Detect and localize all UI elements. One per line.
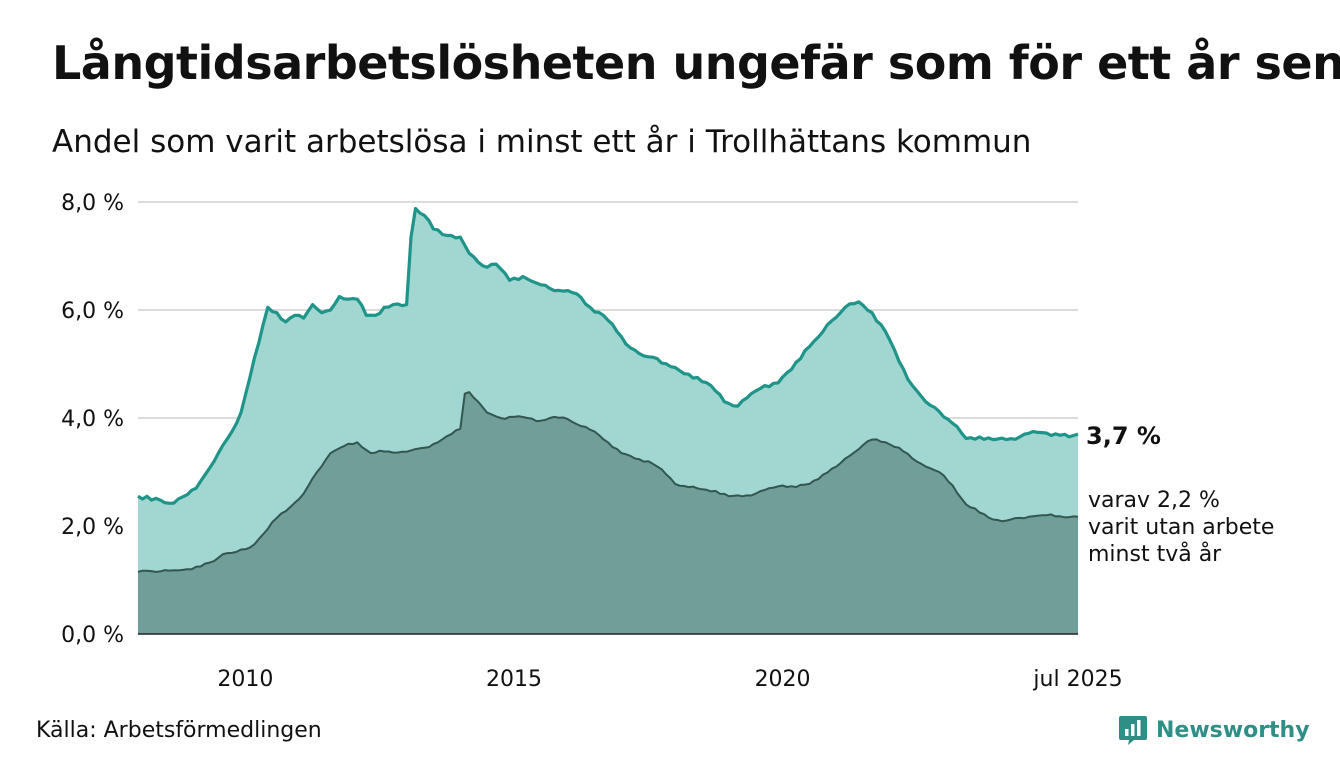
y-tick-label: 0,0 %	[61, 623, 124, 648]
end-label-total: 3,7 %	[1086, 422, 1161, 450]
newsworthy-icon	[1119, 716, 1147, 745]
x-tick-label: 2010	[217, 667, 273, 692]
brand-logo: Newsworthy	[1118, 714, 1310, 746]
brand-name: Newsworthy	[1156, 717, 1310, 743]
series-two-years-area	[138, 392, 1078, 634]
y-tick-label: 8,0 %	[61, 191, 124, 216]
series-total-line	[137, 206, 1079, 505]
chart-title: Långtidsarbetslösheten ungefär som för e…	[52, 36, 1340, 90]
chart-subtitle: Andel som varit arbetslösa i minst ett å…	[52, 124, 1032, 160]
y-tick-label: 2,0 %	[61, 515, 124, 540]
x-tick-label: jul 2025	[1032, 667, 1122, 692]
area-chart: 0,0 % 2,0 % 4,0 % 6,0 % 8,0 % 2010 2015 2020 jul…	[61, 191, 1274, 692]
x-tick-label: 2020	[755, 667, 811, 692]
source-note: Källa: Arbetsförmedlingen	[36, 718, 322, 743]
x-tick-label: 2015	[486, 667, 542, 692]
y-tick-label: 6,0 %	[61, 299, 124, 324]
end-label-two-years: varit utan arbete	[1088, 515, 1274, 540]
end-label-two-years: varav 2,2 %	[1088, 488, 1220, 513]
series-two-years-line	[137, 391, 1079, 573]
end-label-two-years: minst två år	[1088, 541, 1222, 567]
y-tick-label: 4,0 %	[61, 407, 124, 432]
